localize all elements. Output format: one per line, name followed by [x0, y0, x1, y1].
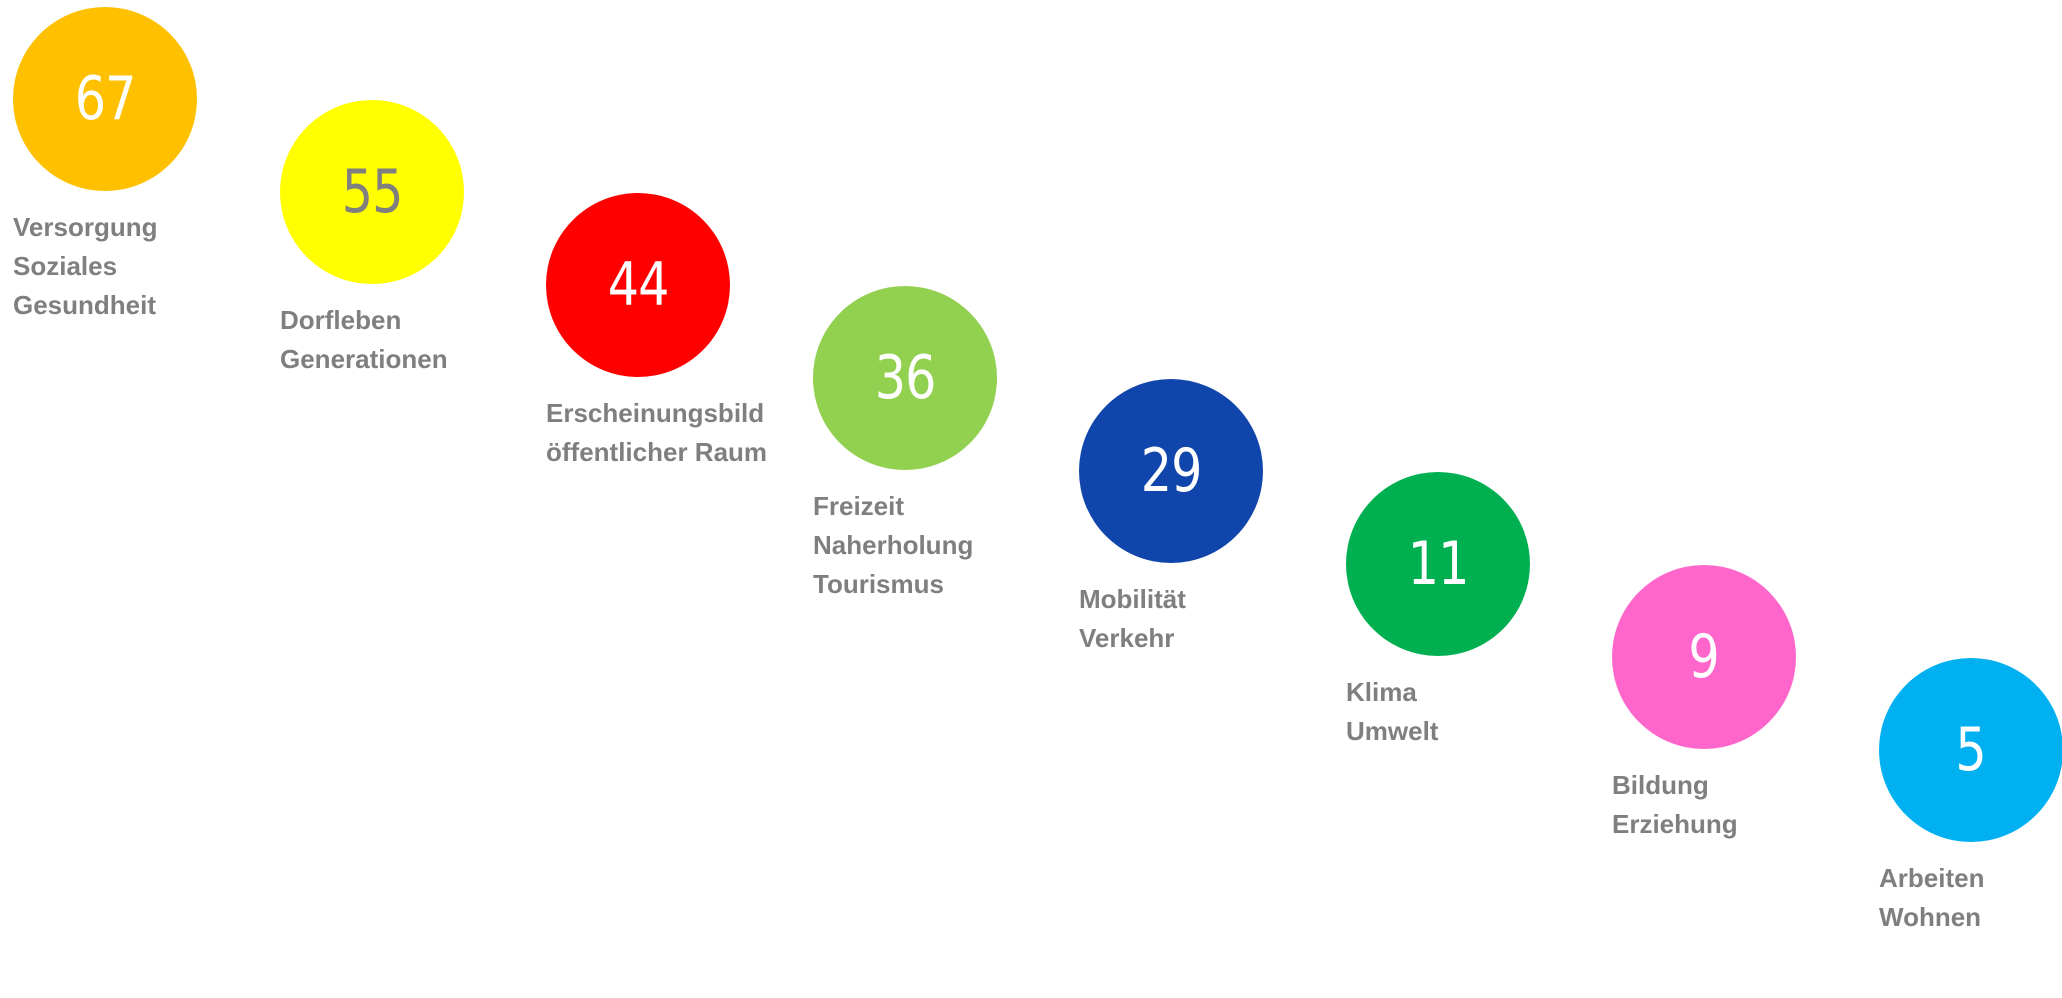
bubble-circle: 44	[546, 193, 730, 377]
bubble-value: 29	[1140, 436, 1203, 506]
bubble-label-line: Freizeit	[813, 491, 905, 521]
bubble-item: 67 Versorgung Soziales Gesundheit	[13, 7, 333, 347]
bubble-label: Freizeit Naherholung Tourismus	[813, 487, 1133, 604]
bubble-label-line: Gesundheit	[13, 290, 157, 320]
bubble-label: Versorgung Soziales Gesundheit	[13, 208, 333, 325]
bubble-value: 67	[74, 64, 137, 134]
bubble-label-line: Erziehung	[1612, 809, 1738, 839]
bubble-circle: 9	[1612, 565, 1796, 749]
bubble-label-line: Tourismus	[813, 569, 944, 599]
bubble-label-line: Umwelt	[1346, 716, 1439, 746]
bubble-label-line: Dorfleben	[280, 305, 402, 335]
bubble-label-line: Generationen	[280, 344, 448, 374]
bubble-circle: 5	[1879, 658, 2062, 842]
bubble-label-line: Wohnen	[1879, 902, 1982, 932]
bubble-chart: 67 Versorgung Soziales Gesundheit 55 Dorflebe…	[13, 7, 2062, 932]
bubble-label: Mobilität Verkehr	[1079, 580, 1399, 658]
bubble-value: 55	[341, 157, 404, 227]
bubble-item: 29 Mobilität Verkehr	[1079, 379, 1399, 719]
bubble-item: 9 Bildung Erziehung	[1612, 565, 1932, 905]
bubble-value: 36	[874, 343, 937, 413]
bubble-label-line: Mobilität	[1079, 584, 1186, 614]
bubble-label: Bildung Erziehung	[1612, 766, 1932, 844]
bubble-label-line: Soziales	[13, 251, 118, 281]
bubble-value: 11	[1407, 529, 1470, 599]
bubble-label-line: Verkehr	[1079, 623, 1175, 653]
bubble-value: 44	[607, 250, 670, 320]
bubble-circle: 11	[1346, 472, 1530, 656]
bubble-item: 44 Erscheinungsbild öffentlicher Raum	[546, 193, 866, 533]
bubble-circle: 55	[280, 100, 464, 284]
bubble-circle: 67	[13, 7, 197, 191]
bubble-label: Dorfleben Generationen	[280, 301, 600, 379]
bubble-label-line: Klima	[1346, 677, 1417, 707]
bubble-circle: 29	[1079, 379, 1263, 563]
bubble-item: 55 Dorfleben Generationen	[280, 100, 600, 440]
bubble-label-line: Arbeiten	[1879, 863, 1985, 893]
bubble-label: Klima Umwelt	[1346, 673, 1666, 751]
bubble-label-line: Naherholung	[813, 530, 974, 560]
bubble-label-line: öffentlicher Raum	[546, 437, 768, 467]
bubble-label-line: Erscheinungsbild	[546, 398, 765, 428]
bubble-value: 5	[1955, 715, 1987, 785]
bubble-label: Arbeiten Wohnen	[1879, 859, 2062, 937]
bubble-item: 36 Freizeit Naherholung Tourismus	[813, 286, 1133, 626]
bubble-label-line: Versorgung	[13, 212, 158, 242]
bubble-circle: 36	[813, 286, 997, 470]
bubble-value: 9	[1688, 622, 1720, 692]
bubble-label: Erscheinungsbild öffentlicher Raum	[546, 394, 866, 472]
bubble-item: 11 Klima Umwelt	[1346, 472, 1666, 812]
bubble-label-line: Bildung	[1612, 770, 1709, 800]
bubble-item: 5 Arbeiten Wohnen	[1879, 658, 2062, 998]
